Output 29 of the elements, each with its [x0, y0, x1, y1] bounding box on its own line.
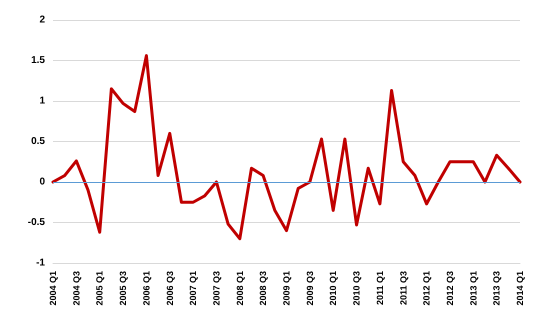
- x-tick-label: 2006 Q3: [164, 271, 175, 306]
- y-tick-label: -0.5: [28, 217, 46, 228]
- x-tick-label: 2012 Q1: [422, 271, 432, 306]
- x-tick-label: 2005 Q3: [118, 271, 128, 306]
- x-tick-label: 2008 Q3: [258, 271, 268, 306]
- y-tick-label: 1: [39, 96, 46, 106]
- x-tick-label: 2006 Q1: [141, 271, 152, 306]
- y-tick-label: -1: [36, 258, 46, 268]
- line-series: [52, 54, 522, 240]
- y-tick-label: 2: [39, 14, 46, 26]
- x-tick-label: 2014 Q1: [515, 271, 525, 306]
- y-tick-label: 1.5: [31, 55, 46, 66]
- x-tick-label: 2010 Q3: [352, 271, 362, 306]
- x-tick-label: 2013 Q3: [492, 271, 502, 306]
- x-tick-label: 2013 Q1: [468, 271, 478, 306]
- x-tick-label: 2010 Q1: [328, 271, 338, 306]
- x-tick-label: 2009 Q1: [282, 271, 292, 306]
- x-tick-label: 2007 Q3: [211, 271, 222, 306]
- y-tick-label: 0: [39, 176, 46, 188]
- x-tick-label: 2009 Q3: [304, 271, 315, 306]
- x-tick-label: 2012 Q3: [444, 271, 455, 306]
- x-tick-label: 2007 Q1: [188, 271, 198, 306]
- x-tick-label: 2008 Q1: [234, 271, 245, 306]
- x-tick-label: 2011 Q3: [398, 271, 408, 306]
- x-tick-label: 2005 Q1: [94, 271, 105, 306]
- x-tick-label: 2011 Q1: [374, 271, 385, 306]
- x-tick-label: 2004 Q3: [71, 271, 82, 306]
- y-tick-label: 0.5: [31, 136, 46, 147]
- x-tick-label: 2004 Q1: [48, 271, 58, 306]
